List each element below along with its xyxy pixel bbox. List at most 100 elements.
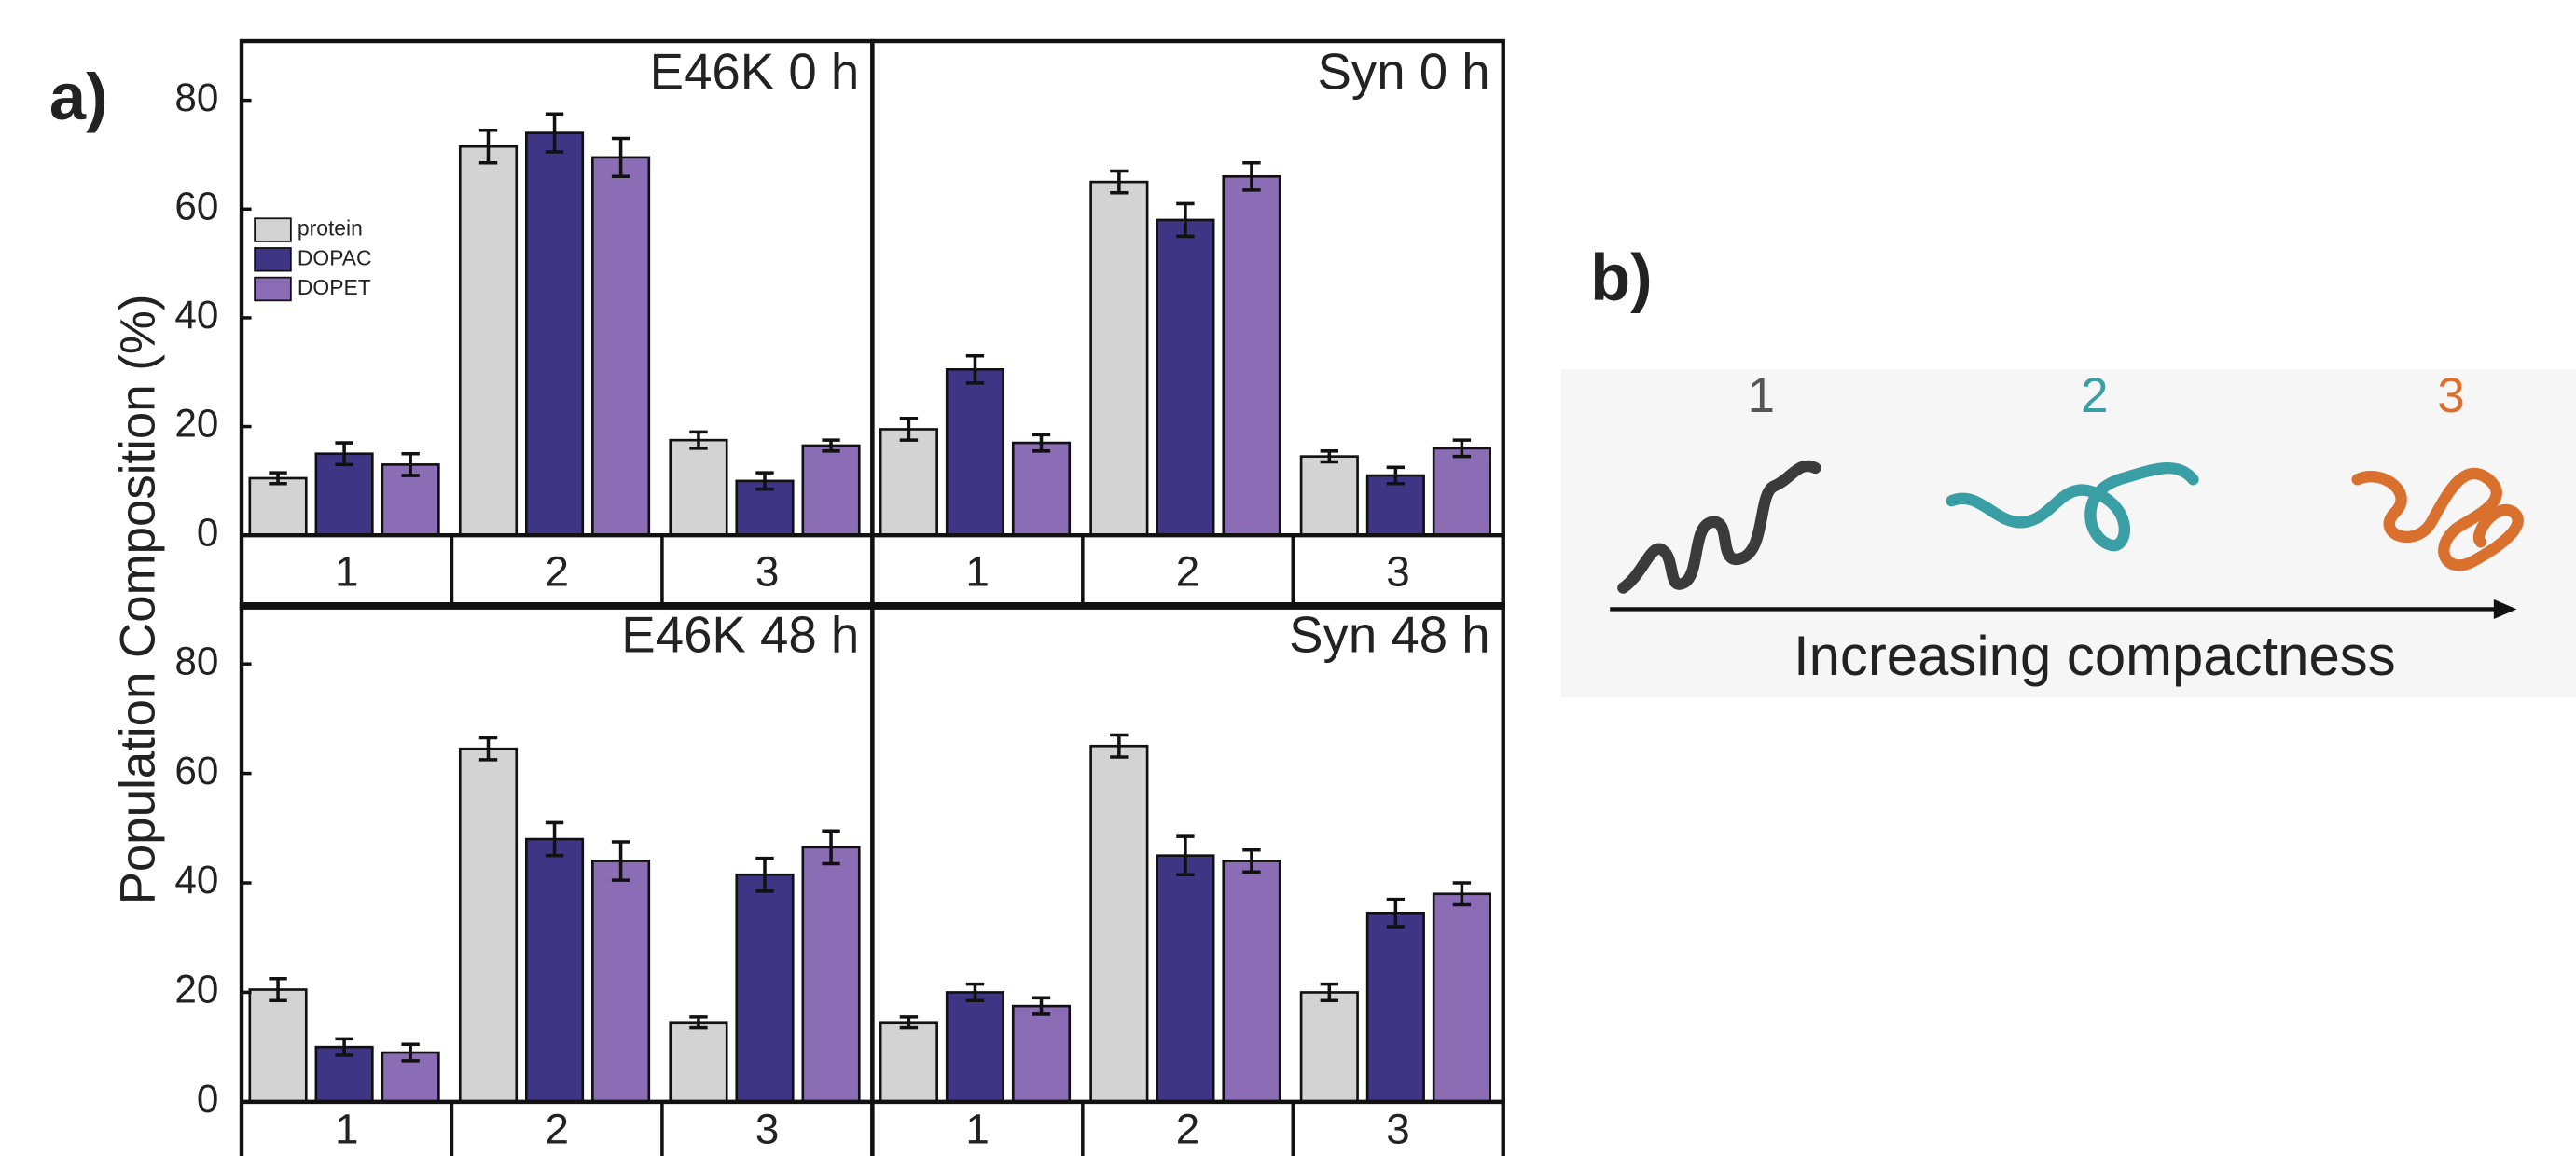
- error-bar: [1176, 834, 1195, 876]
- error-bar: [689, 1015, 708, 1030]
- error-bar: [1242, 160, 1261, 192]
- legend-swatch: [254, 247, 292, 272]
- bar: [1432, 447, 1491, 537]
- legend-label: protein: [298, 216, 363, 241]
- error-bar: [478, 736, 498, 762]
- bar: [1222, 860, 1281, 1104]
- error-bar: [1320, 449, 1339, 464]
- bar: [314, 452, 374, 537]
- bar: [1432, 892, 1491, 1104]
- error-bar: [899, 417, 919, 442]
- bar: [1156, 854, 1215, 1104]
- bar: [524, 837, 585, 1104]
- error-bar: [545, 820, 564, 858]
- x-tick-label: 1: [335, 1106, 358, 1153]
- panel-label: a): [49, 60, 108, 133]
- bar: [1089, 744, 1149, 1104]
- error-bar: [335, 1037, 353, 1057]
- x-tick-label: 1: [965, 548, 989, 596]
- x-tick-label: 1: [335, 548, 358, 596]
- x-tick-label: 2: [1176, 1106, 1199, 1153]
- bar: [248, 988, 308, 1104]
- panel-title: E46K 0 h: [650, 43, 860, 100]
- legend-swatch: [254, 276, 292, 302]
- bar: [801, 444, 861, 537]
- panel-title: E46K 48 h: [621, 607, 859, 664]
- error-bar: [1110, 733, 1129, 759]
- y-tick-label: 0: [197, 510, 219, 554]
- panel-title: Syn 48 h: [1289, 607, 1490, 664]
- y-tick-label: 20: [174, 402, 218, 446]
- plot-frame: [870, 601, 1505, 1156]
- bar: [458, 747, 519, 1104]
- x-tick-label: 2: [1176, 548, 1199, 596]
- x-tick-label: 3: [755, 548, 779, 596]
- chain-3: [2351, 467, 2524, 571]
- bar: [591, 156, 651, 537]
- bar: [458, 144, 519, 537]
- error-bar: [269, 471, 287, 486]
- state-label: 1: [1748, 368, 1775, 423]
- y-tick-label: 20: [174, 968, 218, 1012]
- legend-label: DOPET: [298, 275, 371, 299]
- legend-label: DOPAC: [298, 245, 372, 269]
- bar: [1156, 218, 1215, 537]
- bar: [314, 1045, 374, 1104]
- bar: [1011, 441, 1072, 537]
- state-label: 2: [2081, 368, 2108, 423]
- error-bar: [965, 353, 985, 385]
- bar: [524, 131, 585, 537]
- x-tick-label: 2: [545, 548, 568, 596]
- bar: [669, 1021, 728, 1104]
- diagram-axis-label: Increasing compactness: [1794, 625, 2396, 687]
- y-tick-label: 80: [174, 76, 218, 119]
- y-tick-label: 60: [174, 749, 218, 792]
- bar: [945, 991, 1005, 1104]
- error-bar: [822, 438, 840, 453]
- bar: [1222, 174, 1281, 537]
- plot-frame: [870, 38, 1505, 610]
- error-bar: [689, 430, 708, 450]
- y-tick-label: 60: [174, 184, 218, 227]
- bar: [1365, 911, 1425, 1104]
- bar: [1011, 1004, 1072, 1104]
- error-bar: [755, 471, 774, 491]
- panel-label: b): [1590, 241, 1652, 314]
- y-axis-label: Population Composition (%): [111, 294, 166, 904]
- x-tick-label: 2: [545, 1106, 568, 1153]
- bar: [945, 368, 1005, 537]
- error-bar: [1176, 201, 1195, 239]
- bar: [669, 438, 728, 537]
- error-bar: [822, 829, 840, 866]
- bar: [801, 846, 861, 1104]
- bar: [248, 476, 308, 537]
- error-bar: [1452, 881, 1472, 907]
- error-bar: [1452, 438, 1472, 459]
- legend-swatch: [254, 217, 292, 242]
- x-tick-label: 3: [1386, 548, 1409, 596]
- state-label: 3: [2437, 368, 2464, 423]
- error-bar: [478, 128, 498, 165]
- error-bar: [269, 977, 287, 1003]
- error-bar: [401, 451, 420, 477]
- x-tick-label: 3: [1386, 1106, 1409, 1153]
- error-bar: [1032, 996, 1051, 1016]
- error-bar: [611, 136, 630, 179]
- y-tick-label: 0: [197, 1077, 219, 1121]
- x-tick-label: 1: [965, 1106, 989, 1153]
- error-bar: [1110, 169, 1129, 195]
- y-tick-label: 80: [174, 639, 218, 682]
- y-tick-label: 40: [174, 293, 218, 337]
- bar: [591, 860, 651, 1104]
- error-bar: [899, 1015, 919, 1030]
- panel-title: Syn 0 h: [1318, 43, 1490, 100]
- x-tick-label: 3: [755, 1106, 779, 1153]
- arrow-head: [2493, 599, 2517, 620]
- error-bar: [1320, 982, 1339, 1003]
- error-bar: [1242, 848, 1261, 874]
- bar: [879, 1021, 938, 1104]
- error-bar: [755, 856, 774, 893]
- error-bar: [545, 112, 564, 154]
- error-bar: [1386, 465, 1406, 486]
